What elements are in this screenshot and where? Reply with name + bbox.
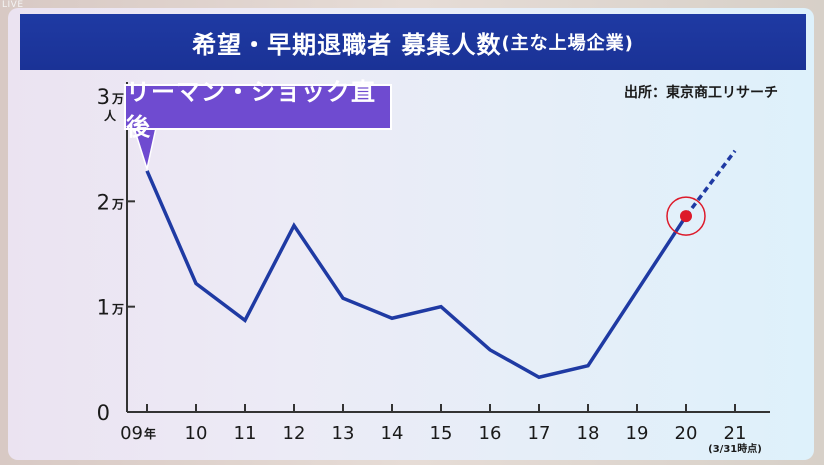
x-note: (3/31時点) <box>708 442 762 455</box>
x-tick-label: 16 <box>479 423 502 444</box>
y-tick-unit: 万 <box>111 92 124 106</box>
chart-subtitle: (主な上場企業) <box>501 33 634 54</box>
callout-label: リーマン・ショック直後 <box>124 78 392 141</box>
y-tick-label: 2 <box>97 190 110 214</box>
x-tick-label: 20 <box>675 423 698 444</box>
x-tick-unit: 年 <box>144 426 156 441</box>
x-tick-label: 15 <box>430 423 453 444</box>
x-tick-label: 12 <box>283 423 306 444</box>
y-tick-unit: 万 <box>111 197 124 211</box>
y-tick-unit: 人 <box>104 108 117 123</box>
x-tick-label: 19 <box>626 423 649 444</box>
x-tick-label: 11 <box>234 423 257 444</box>
chart-title-bar: 希望・早期退職者 募集人数 (主な上場企業) <box>20 14 806 70</box>
source-note: 出所：東京商工リサーチ <box>624 85 778 101</box>
highlight-point <box>680 210 692 223</box>
projection-line <box>684 149 737 218</box>
chart-panel: 希望・早期退職者 募集人数 (主な上場企業) 出所：東京商工リサーチ <box>8 8 814 460</box>
live-label: LIVE <box>2 0 24 10</box>
x-tick-label: 17 <box>528 423 551 444</box>
y-tick-label: 0 <box>97 401 110 425</box>
x-tick-label: 18 <box>577 423 600 444</box>
y-tick-label: 3 <box>97 85 110 109</box>
highlight-ring <box>666 196 706 236</box>
x-tick-label: 09 <box>120 423 143 444</box>
x-tick-label: 21 <box>724 423 747 444</box>
y-tick-label: 1 <box>97 296 110 320</box>
series-line <box>145 170 688 380</box>
x-tick-label: 10 <box>185 423 208 444</box>
chart-title: 希望・早期退職者 募集人数 <box>192 30 502 59</box>
x-tick-label: 14 <box>381 423 404 444</box>
y-tick-unit: 万 <box>111 303 124 317</box>
x-tick-label: 13 <box>332 423 355 444</box>
